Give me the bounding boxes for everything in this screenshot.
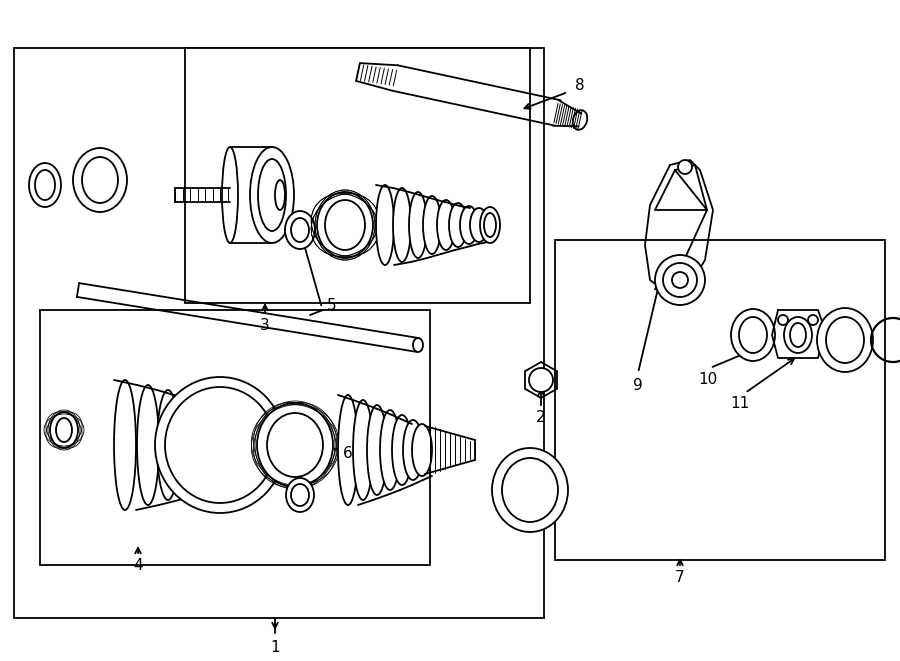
Ellipse shape	[137, 385, 159, 505]
Ellipse shape	[393, 188, 411, 262]
Ellipse shape	[423, 196, 441, 254]
Ellipse shape	[286, 478, 314, 512]
Bar	[40, 310, 430, 565]
Bar	[14, 48, 544, 618]
Ellipse shape	[409, 192, 427, 258]
Ellipse shape	[250, 147, 294, 243]
Ellipse shape	[392, 415, 412, 485]
Ellipse shape	[114, 380, 136, 510]
Ellipse shape	[412, 424, 432, 476]
Ellipse shape	[380, 410, 400, 490]
Ellipse shape	[222, 147, 238, 243]
Ellipse shape	[157, 390, 179, 500]
Ellipse shape	[338, 395, 358, 505]
Text: 7: 7	[675, 570, 685, 586]
Ellipse shape	[529, 368, 553, 392]
Ellipse shape	[189, 400, 211, 490]
Text: 5: 5	[328, 297, 337, 313]
Text: 10: 10	[698, 373, 717, 387]
Ellipse shape	[257, 403, 333, 487]
Ellipse shape	[403, 420, 423, 480]
Circle shape	[655, 255, 705, 305]
Ellipse shape	[449, 203, 467, 247]
Text: 2: 2	[536, 410, 545, 426]
Text: 1: 1	[270, 641, 280, 656]
Circle shape	[672, 272, 688, 288]
Ellipse shape	[155, 377, 285, 513]
Circle shape	[808, 315, 818, 325]
Text: 3: 3	[260, 317, 270, 332]
Ellipse shape	[437, 200, 455, 250]
Ellipse shape	[174, 395, 196, 495]
Ellipse shape	[492, 448, 568, 532]
Ellipse shape	[460, 206, 478, 244]
Ellipse shape	[470, 208, 488, 242]
Circle shape	[678, 160, 692, 174]
Text: 6: 6	[343, 446, 353, 461]
Bar	[185, 48, 530, 303]
Ellipse shape	[731, 309, 775, 361]
Ellipse shape	[50, 412, 78, 448]
Ellipse shape	[353, 400, 373, 500]
Ellipse shape	[367, 405, 387, 495]
Text: 9: 9	[633, 377, 643, 393]
Text: 8: 8	[575, 77, 585, 93]
Circle shape	[778, 315, 788, 325]
Ellipse shape	[275, 180, 285, 210]
Text: 11: 11	[731, 395, 750, 410]
Ellipse shape	[480, 207, 500, 243]
Ellipse shape	[784, 317, 812, 353]
Bar	[555, 240, 885, 560]
Text: 4: 4	[133, 559, 143, 574]
Ellipse shape	[317, 192, 373, 258]
Ellipse shape	[285, 211, 315, 249]
Ellipse shape	[817, 308, 873, 372]
Ellipse shape	[376, 185, 394, 265]
